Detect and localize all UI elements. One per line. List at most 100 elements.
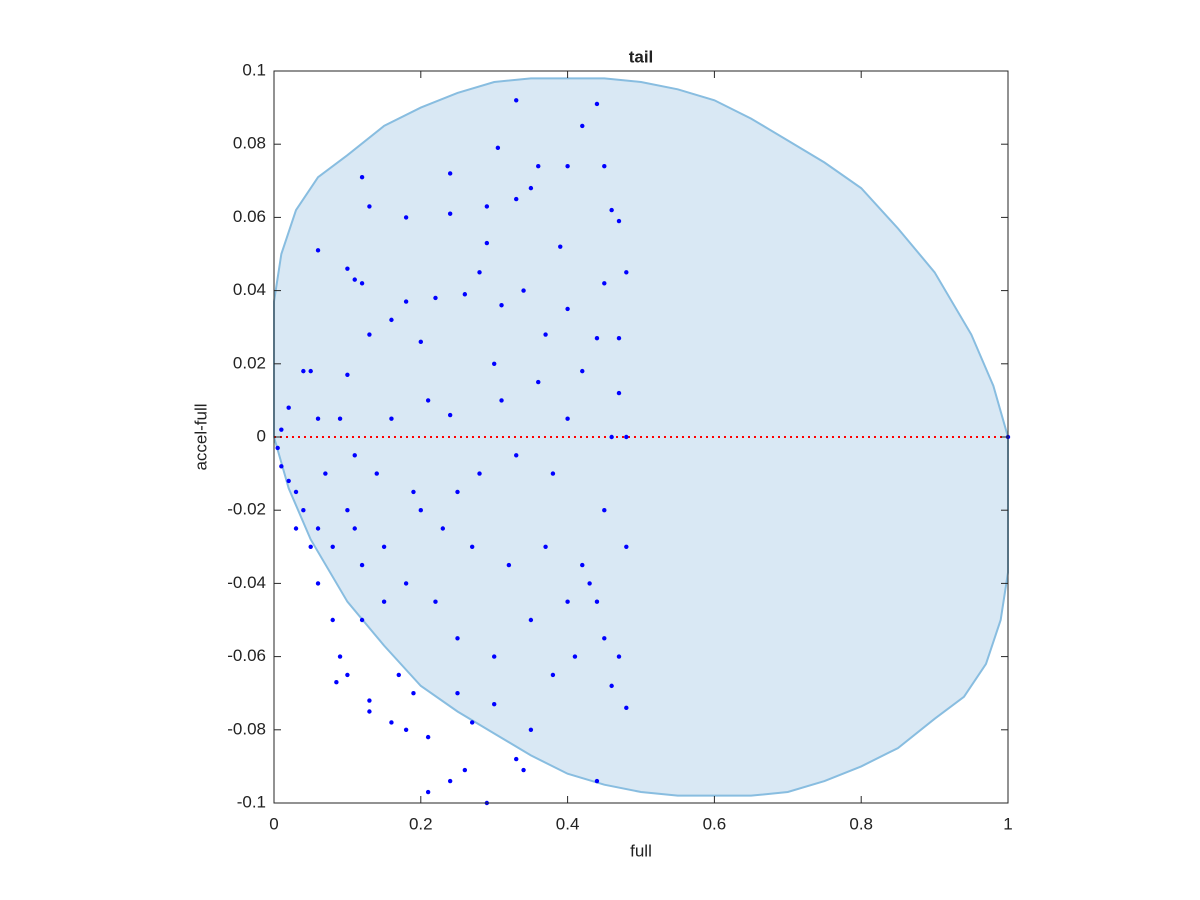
point bbox=[315, 581, 321, 586]
point bbox=[374, 471, 379, 476]
y-tick-label: 0.02 bbox=[233, 353, 266, 372]
point bbox=[624, 434, 629, 440]
point bbox=[345, 508, 350, 513]
point bbox=[624, 705, 629, 711]
point bbox=[521, 767, 526, 773]
point bbox=[345, 266, 350, 271]
point bbox=[447, 211, 453, 216]
point bbox=[499, 303, 504, 308]
point bbox=[334, 680, 339, 685]
point bbox=[308, 368, 313, 374]
point bbox=[477, 471, 482, 476]
y-tick-label: 0.08 bbox=[233, 134, 266, 153]
x-tick-label: 0.2 bbox=[409, 814, 433, 833]
point bbox=[514, 196, 519, 202]
point bbox=[275, 445, 280, 451]
point bbox=[315, 248, 321, 253]
point bbox=[609, 434, 614, 440]
point bbox=[286, 405, 291, 410]
point bbox=[425, 789, 431, 795]
point bbox=[330, 617, 335, 623]
point bbox=[455, 636, 460, 641]
point bbox=[521, 288, 526, 293]
point bbox=[550, 672, 556, 678]
point bbox=[602, 508, 607, 513]
point bbox=[447, 778, 453, 784]
point bbox=[447, 412, 453, 418]
point bbox=[367, 698, 372, 703]
point bbox=[528, 185, 534, 191]
y-axis-label: accel-full bbox=[191, 403, 210, 470]
y-tick-label: -0.04 bbox=[227, 573, 266, 592]
x-tick-label: 0.8 bbox=[849, 814, 873, 833]
point bbox=[616, 390, 622, 396]
point bbox=[389, 720, 394, 725]
point bbox=[396, 672, 401, 678]
point bbox=[528, 617, 534, 623]
point bbox=[536, 379, 541, 385]
point bbox=[594, 101, 600, 107]
point bbox=[359, 617, 365, 623]
point bbox=[367, 709, 372, 714]
point bbox=[462, 767, 468, 773]
point bbox=[418, 508, 423, 513]
x-axis-label: full bbox=[630, 841, 652, 860]
point bbox=[337, 416, 343, 421]
point bbox=[403, 727, 409, 732]
point bbox=[587, 581, 592, 586]
point bbox=[594, 778, 600, 784]
x-tick-label: 0.4 bbox=[556, 814, 580, 833]
point bbox=[469, 720, 475, 725]
point bbox=[550, 471, 556, 476]
point bbox=[389, 317, 394, 323]
point bbox=[425, 734, 431, 740]
point bbox=[495, 145, 501, 151]
y-tick-label: 0.04 bbox=[233, 280, 266, 299]
point bbox=[506, 562, 512, 568]
y-tick-label: 0.06 bbox=[233, 207, 266, 226]
point bbox=[492, 361, 497, 366]
point bbox=[367, 332, 372, 337]
point bbox=[514, 756, 519, 762]
point bbox=[602, 636, 607, 641]
point bbox=[469, 544, 475, 549]
point bbox=[359, 281, 365, 286]
point bbox=[602, 163, 607, 169]
point bbox=[536, 163, 541, 169]
point bbox=[462, 292, 468, 297]
point bbox=[447, 171, 453, 176]
point bbox=[514, 453, 519, 458]
point bbox=[352, 526, 357, 531]
point bbox=[293, 526, 299, 531]
point bbox=[381, 544, 387, 549]
point bbox=[565, 599, 570, 604]
point bbox=[499, 398, 504, 403]
x-tick-label: 0.6 bbox=[703, 814, 727, 833]
point bbox=[492, 701, 497, 707]
point bbox=[572, 654, 578, 659]
y-tick-label: 0.1 bbox=[242, 60, 266, 79]
point bbox=[624, 270, 629, 275]
point bbox=[594, 599, 600, 604]
point bbox=[367, 204, 372, 209]
point bbox=[301, 368, 306, 374]
y-tick-label: 0 bbox=[257, 426, 266, 445]
point bbox=[345, 372, 350, 377]
point bbox=[352, 453, 357, 458]
point bbox=[433, 295, 438, 301]
point bbox=[293, 489, 299, 495]
x-tick-label: 1 bbox=[1003, 814, 1012, 833]
point bbox=[440, 526, 446, 531]
point bbox=[359, 562, 365, 568]
point bbox=[411, 691, 416, 696]
x-tick-label: 0 bbox=[269, 814, 278, 833]
point bbox=[528, 727, 534, 732]
y-tick-label: -0.02 bbox=[227, 500, 266, 519]
point bbox=[403, 215, 409, 220]
point bbox=[279, 464, 284, 469]
point bbox=[492, 654, 497, 659]
point bbox=[543, 332, 548, 337]
point bbox=[337, 654, 343, 659]
point bbox=[565, 306, 570, 312]
point bbox=[389, 416, 394, 421]
